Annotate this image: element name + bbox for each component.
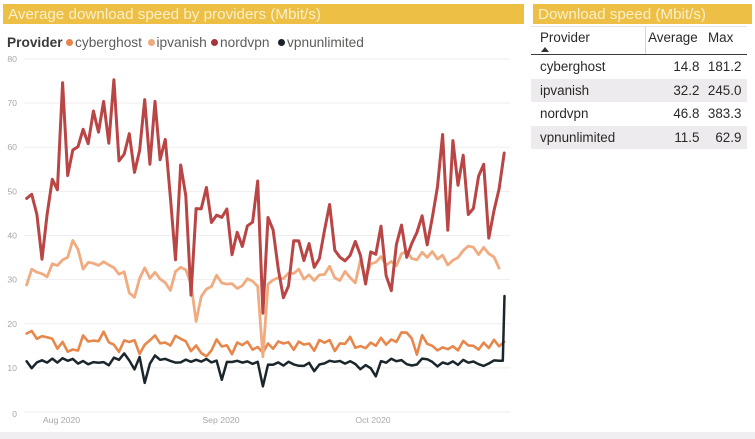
svg-text:40: 40 [7, 231, 17, 241]
svg-text:0: 0 [12, 409, 17, 419]
svg-text:Oct 2020: Oct 2020 [355, 415, 390, 425]
svg-text:Sep 2020: Sep 2020 [202, 415, 239, 425]
svg-text:10: 10 [7, 363, 17, 373]
svg-text:70: 70 [7, 98, 17, 108]
svg-text:50: 50 [7, 186, 17, 196]
svg-text:30: 30 [7, 275, 17, 285]
svg-text:60: 60 [7, 142, 17, 152]
svg-text:Aug 2020: Aug 2020 [43, 415, 80, 425]
svg-text:80: 80 [7, 54, 17, 64]
svg-text:20: 20 [7, 319, 17, 329]
